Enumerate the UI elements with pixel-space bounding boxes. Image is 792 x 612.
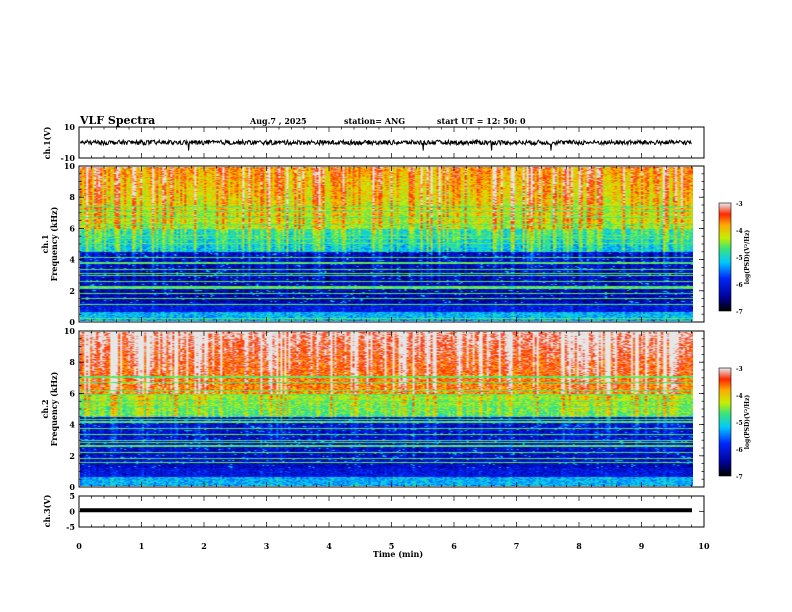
colorbar-tick-label: -5: [736, 255, 743, 262]
x-tick-label: 4: [326, 541, 332, 551]
y-tick-label: 6: [69, 223, 75, 233]
y-tick-label: 6: [69, 388, 75, 398]
x-tick-label: 0: [76, 541, 82, 551]
y-tick-label: 8: [69, 192, 75, 202]
x-tick-label: 3: [264, 541, 270, 551]
x-tick-label: 7: [514, 541, 520, 551]
y-tick-label: 10: [64, 326, 76, 336]
colorbar-tick-label: -4: [736, 228, 743, 235]
colorbar-tick-label: -6: [736, 282, 743, 289]
ch1-waveform-ylabel: ch.1(V): [42, 126, 52, 159]
x-tick-label: 2: [201, 541, 207, 551]
colorbar-tick-label: -7: [736, 474, 743, 481]
ch1-colorbar-label: log(PSD)(V²/Hz): [744, 230, 751, 285]
x-tick-label: 9: [639, 541, 645, 551]
ch2-colorbar-label: log(PSD)(V²/Hz): [744, 395, 751, 450]
y-tick-label: 4: [69, 255, 75, 265]
x-tick-label: 6: [451, 541, 457, 551]
ch1-spectrogram-channel-label: ch.1: [40, 234, 50, 253]
y-tick-label: 10: [64, 122, 76, 132]
colorbar-tick-label: -3: [736, 366, 743, 373]
date-label: Aug.7 , 2025: [250, 116, 307, 126]
ch1-colorbar-frame: [718, 202, 732, 312]
colorbar-tick-label: -3: [736, 201, 743, 208]
ch1-colorbar: [719, 203, 731, 311]
y-tick-label: -10: [61, 153, 76, 163]
station-label: station= ANG: [344, 116, 406, 126]
x-tick-label: 1: [139, 541, 145, 551]
x-tick-label: 5: [389, 541, 395, 551]
y-tick-label: 4: [69, 420, 75, 430]
ch1-waveform-line: [79, 138, 692, 151]
x-tick-label: 10: [698, 541, 710, 551]
colorbar-tick-label: -5: [736, 420, 743, 427]
ch3-waveform-ylabel: ch.3(V): [42, 494, 52, 527]
ch2-spectrogram-channel-label: ch.2: [40, 399, 50, 418]
y-tick-label: 0: [69, 507, 75, 517]
colorbar-tick-label: -7: [736, 309, 743, 316]
ch2-colorbar-frame: [718, 367, 732, 477]
y-tick-label: 8: [69, 357, 75, 367]
ch2-spectrogram-image: [80, 332, 693, 486]
colorbar-tick-label: -4: [736, 393, 743, 400]
x-axis-label: Time (min): [373, 549, 423, 559]
y-tick-label: 10: [64, 161, 76, 171]
ch1-spectrogram-ylabel: Frequency (kHz): [49, 206, 59, 281]
y-tick-label: -5: [66, 522, 75, 532]
ch1-spectrogram-image: [80, 167, 693, 321]
y-tick-label: 5: [69, 491, 75, 501]
y-tick-label: 0: [69, 317, 75, 327]
x-tick-label: 8: [576, 541, 582, 551]
axis-ticks: [78, 126, 705, 528]
y-tick-label: 0: [69, 482, 75, 492]
ch2-spectrogram-ylabel: Frequency (kHz): [49, 371, 59, 446]
y-tick-label: 2: [69, 286, 75, 296]
colorbar-tick-label: -6: [736, 447, 743, 454]
start-time-label: start UT = 12: 50: 0: [437, 116, 526, 126]
y-tick-label: 2: [69, 451, 75, 461]
figure-title: VLF Spectra: [80, 114, 156, 127]
ch2-colorbar: [719, 368, 731, 476]
